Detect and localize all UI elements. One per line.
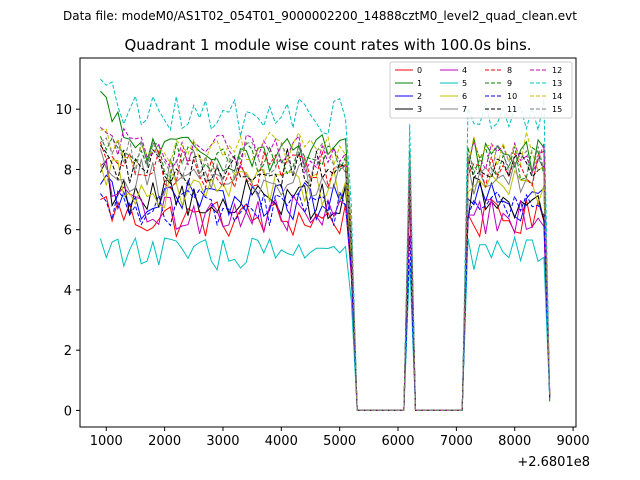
x-tick-label: 7000 (440, 434, 473, 449)
series-line-8 (99, 142, 551, 411)
series-line-15 (100, 137, 551, 411)
x-tick-label: 3000 (206, 434, 239, 449)
x-axis: 1000 2000 3000 4000 5000 6000 7000 8000 9000 (90, 427, 590, 449)
y-tick-label: 0 (64, 404, 72, 419)
legend-label-11: 11 (507, 105, 517, 114)
x-tick-label: 9000 (557, 434, 590, 449)
legend-label-8: 8 (507, 66, 512, 75)
legend-label-12: 12 (552, 66, 562, 75)
series-line-3 (99, 158, 551, 411)
x-tick-label: 5000 (323, 434, 356, 449)
series-line-7 (99, 148, 551, 411)
series-group (99, 78, 551, 411)
y-tick-label: 2 (64, 344, 72, 359)
series-line-14 (100, 128, 551, 411)
x-offset-label: +2.6801e8 (517, 455, 590, 470)
y-axis: 0 2 4 6 8 10 (55, 103, 80, 419)
x-tick-label: 8000 (498, 434, 531, 449)
legend-label-4: 4 (462, 66, 467, 75)
legend-label-6: 6 (462, 92, 467, 101)
legend-label-1: 1 (417, 79, 422, 88)
chart-title: Quadrant 1 module wise count rates with … (124, 36, 531, 54)
legend-box (389, 61, 573, 119)
legend-label-14: 14 (552, 92, 562, 101)
axes-frame (79, 57, 577, 428)
legend-label-3: 3 (417, 105, 422, 114)
legend-label-5: 5 (462, 79, 467, 88)
legend-label-13: 13 (552, 79, 562, 88)
y-tick-label: 8 (64, 163, 72, 178)
chart-suptitle: Data file: modeM0/AS1T02_054T01_90000022… (63, 9, 577, 23)
x-tick-label: 4000 (265, 434, 298, 449)
series-line-6 (99, 148, 551, 411)
series-line-12 (100, 126, 551, 411)
x-tick-label: 6000 (381, 434, 414, 449)
legend-label-9: 9 (507, 79, 512, 88)
legend-label-7: 7 (462, 105, 467, 114)
legend-label-2: 2 (417, 92, 422, 101)
series-line-11 (100, 145, 551, 411)
series-line-5 (99, 235, 551, 411)
legend-label-0: 0 (417, 66, 422, 75)
series-line-13 (100, 78, 551, 411)
legend-label-15: 15 (552, 105, 562, 114)
series-line-2 (99, 174, 551, 411)
legend-label-10: 10 (507, 92, 517, 101)
y-tick-label: 6 (64, 224, 72, 239)
x-tick-label: 1000 (90, 434, 123, 449)
x-tick-label: 2000 (148, 434, 181, 449)
y-tick-label: 10 (55, 103, 72, 118)
series-line-10 (99, 188, 551, 411)
series-line-4 (100, 159, 551, 411)
series-line-0 (100, 195, 551, 411)
y-tick-label: 4 (64, 284, 72, 299)
